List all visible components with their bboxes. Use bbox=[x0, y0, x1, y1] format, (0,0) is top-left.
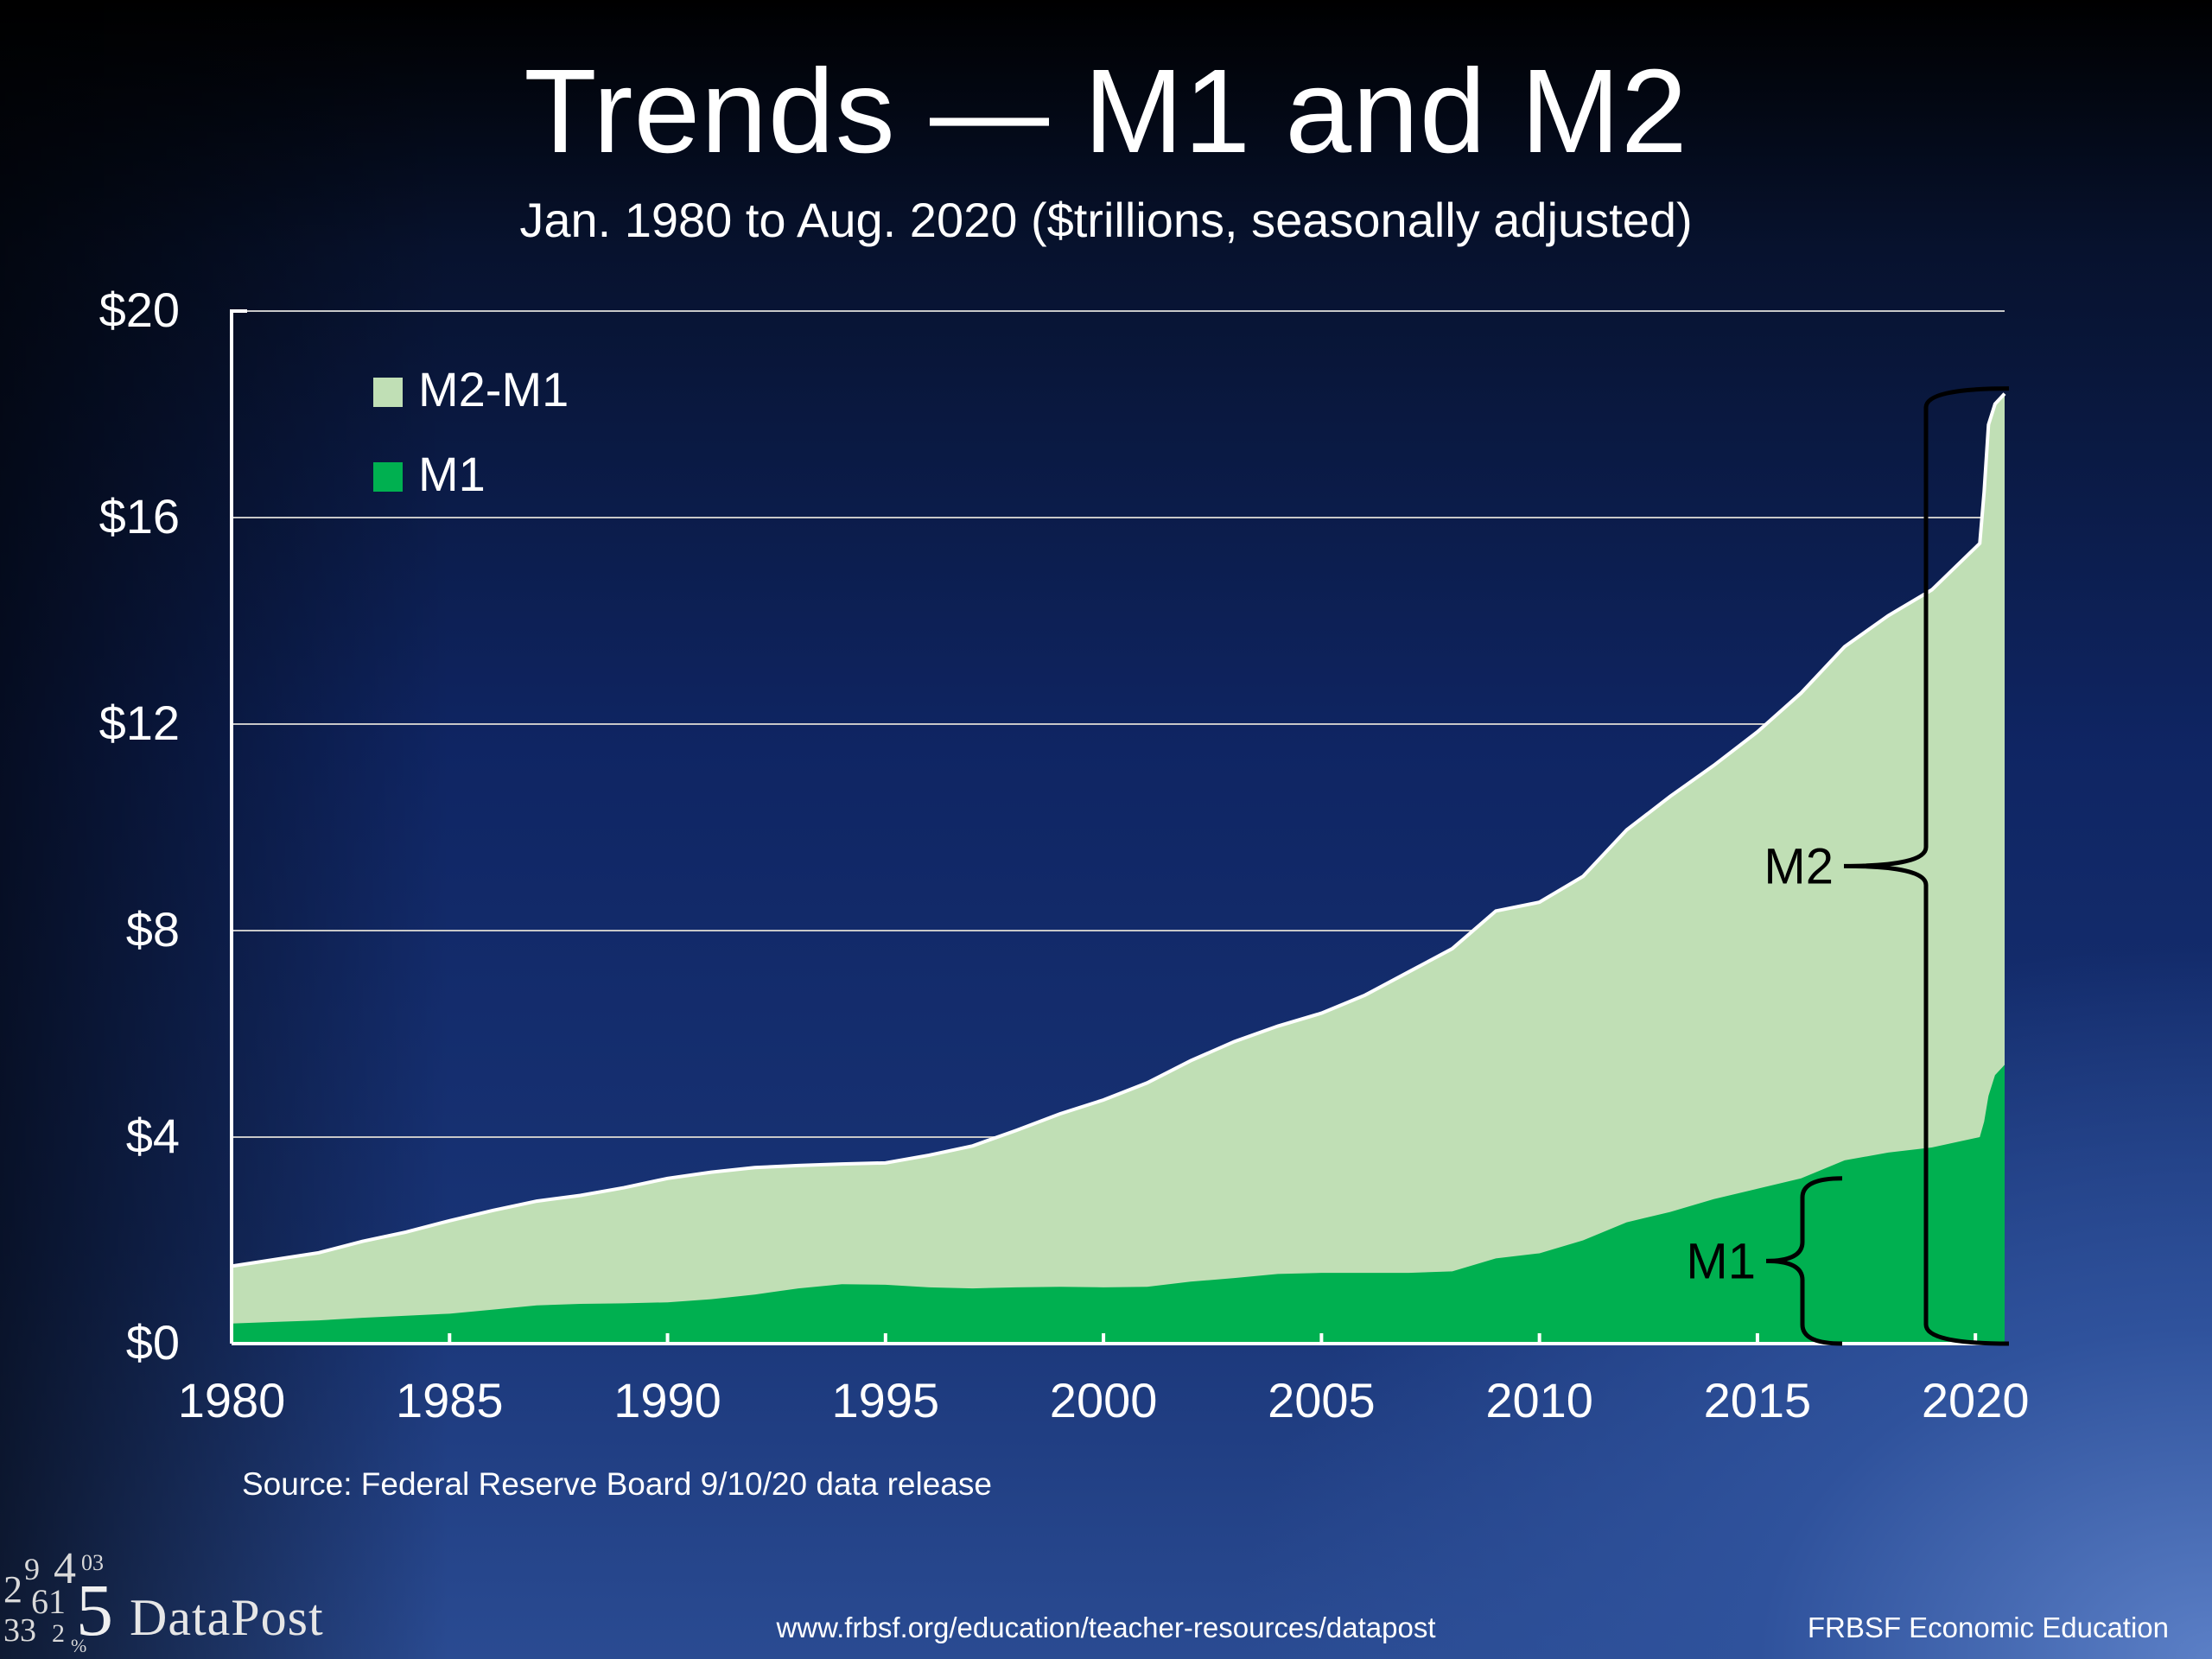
x-tick-label: 1980 bbox=[178, 1373, 286, 1427]
y-tick-label: $4 bbox=[126, 1109, 180, 1163]
logo-digits-graphic: 9 4 03 2 61 5 33 2 % bbox=[3, 1544, 113, 1656]
x-tick-label: 1995 bbox=[832, 1373, 940, 1427]
source-note: Source: Federal Reserve Board 9/10/20 da… bbox=[242, 1466, 992, 1502]
m2-brace bbox=[1843, 386, 2010, 1346]
series-area-m1 bbox=[232, 1065, 2005, 1344]
chart-areas bbox=[231, 392, 2006, 1344]
m2-brace-label: M2 bbox=[1764, 838, 1834, 894]
x-tick-label: 2000 bbox=[1050, 1373, 1158, 1427]
x-tick-label: 2020 bbox=[1922, 1373, 2030, 1427]
m1-brace bbox=[1765, 1176, 1843, 1346]
y-tick-label: $8 bbox=[126, 902, 180, 957]
chart-subtitle: Jan. 1980 to Aug. 2020 ($trillions, seas… bbox=[519, 193, 1693, 247]
chart-title: Trends — M1 and M2 bbox=[524, 45, 1688, 178]
y-tick-label: $0 bbox=[126, 1315, 180, 1370]
x-tick-label: 2015 bbox=[1704, 1373, 1812, 1427]
x-tick-label: 1985 bbox=[396, 1373, 504, 1427]
axes bbox=[230, 309, 2005, 1345]
y-tick-labels: $0 $4 $8 $12 $16 $20 bbox=[99, 283, 180, 1370]
m2-top-line bbox=[231, 392, 2006, 1268]
m1-brace-label: M1 bbox=[1686, 1233, 1756, 1289]
footer-url[interactable]: www.frbsf.org/education/teacher-resource… bbox=[776, 1611, 1436, 1643]
legend[interactable]: M2-M1 M1 bbox=[373, 362, 569, 501]
x-tick-label: 2010 bbox=[1485, 1373, 1593, 1427]
x-tick-label: 1990 bbox=[613, 1373, 721, 1427]
series-area-m2-m1 bbox=[232, 393, 2005, 1344]
x-tick-labels: 1980 1985 1990 1995 2000 2005 2010 2015 2020 bbox=[178, 1373, 2030, 1427]
y-tick-label: $20 bbox=[99, 283, 180, 337]
footer-org: FRBSF Economic Education bbox=[1807, 1611, 2169, 1643]
legend-label-m2-m1: M2-M1 bbox=[418, 362, 569, 416]
legend-label-m1: M1 bbox=[418, 447, 486, 501]
datapost-logo: 9 4 03 2 61 5 33 2 % DataPost bbox=[0, 1547, 406, 1659]
legend-swatch-m1 bbox=[373, 462, 403, 492]
annotations: M1 M2 bbox=[1686, 386, 2010, 1346]
x-tick-label: 2005 bbox=[1268, 1373, 1376, 1427]
logo-text: DataPost bbox=[130, 1589, 324, 1646]
y-tick-label: $16 bbox=[99, 489, 180, 543]
legend-swatch-m2-m1 bbox=[373, 378, 403, 407]
y-tick-label: $12 bbox=[99, 696, 180, 750]
